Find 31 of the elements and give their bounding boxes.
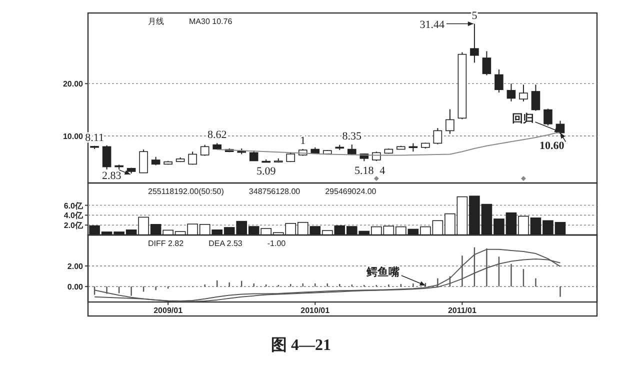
y-tick-label: 0.00 <box>67 282 84 292</box>
annotation: 348756128.00 <box>248 187 301 196</box>
annotation: 8.35 <box>342 130 362 143</box>
x-tick-label: 2010/01 <box>300 306 330 315</box>
y-tick-label: 20.00 <box>62 80 84 89</box>
annotation: 鳄鱼嘴 <box>365 266 400 279</box>
annotation: 8.62 <box>207 129 227 142</box>
y-tick-label: 6.0亿 <box>64 201 84 210</box>
annotation: 4 <box>380 165 386 178</box>
annotation: 5 <box>472 10 478 22</box>
annotation: DIFF 2.82 <box>148 239 184 248</box>
annotation: 31.44 <box>420 18 445 31</box>
annotation: 1 <box>300 135 306 147</box>
y-tick-label: 4.0亿 <box>64 211 84 220</box>
y-tick-label: 10.00 <box>62 132 84 141</box>
y-tick-label: 2.0亿 <box>64 221 84 230</box>
x-tick-label: 2009/01 <box>154 306 184 315</box>
annotation: 295469024.00 <box>325 187 377 196</box>
annotation: 回归 <box>512 112 534 125</box>
annotation: 2.83 <box>102 170 122 182</box>
annotation: DEA 2.53 <box>208 239 243 248</box>
text: 图 4—21 <box>271 337 331 354</box>
y-tick-label: 2.00 <box>67 262 84 271</box>
annotation: 255118192.00(50:50) <box>148 187 224 196</box>
annotation: 月线 <box>148 17 164 26</box>
annotation: 10.60 <box>539 140 565 152</box>
annotation: 5.09 <box>256 166 276 178</box>
annotation: -1.00 <box>267 239 286 248</box>
annotation: 5.18 <box>354 165 374 178</box>
annotation: MA30 10.76 <box>189 17 233 26</box>
x-tick-label: 2011/01 <box>448 306 477 315</box>
